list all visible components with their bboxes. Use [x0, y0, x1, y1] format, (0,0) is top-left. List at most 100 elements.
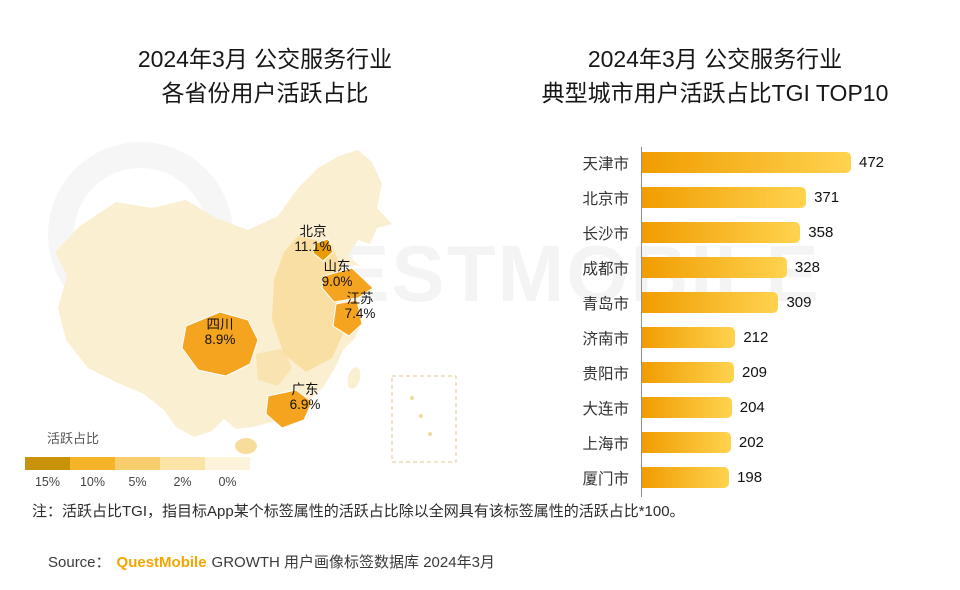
- note-text: 注：活跃占比TGI，指目标App某个标签属性的活跃占比除以全网具有该标签属性的活…: [32, 503, 685, 520]
- bar: [641, 292, 779, 313]
- source-line: Source： QuestMobile GROWTH 用户画像标签数据库 2024年…: [48, 551, 495, 572]
- bar-value-label: 202: [738, 434, 764, 451]
- bar-value-label: 212: [743, 329, 769, 346]
- legend-scale-label: 2%: [173, 475, 192, 489]
- bar-row: 长沙市 358: [520, 222, 944, 243]
- bar-track: 204: [638, 397, 944, 418]
- bar-category-label: 天津市: [582, 155, 629, 173]
- legend-swatch: [160, 457, 205, 470]
- bar-row: 青岛市 309: [520, 292, 944, 313]
- map-region-name: 四川: [206, 317, 234, 332]
- central-band-shape: [272, 236, 344, 372]
- bar-track: 328: [638, 257, 944, 278]
- left-chart-title-line2: 各省份用户活跃占比: [161, 80, 369, 106]
- bar: [641, 187, 807, 208]
- legend-scale-label: 0%: [218, 475, 237, 489]
- source-suffix: GROWTH 用户画像标签数据库 2024年3月: [211, 554, 495, 571]
- bar-value-label: 371: [814, 189, 840, 206]
- taiwan-island: [347, 367, 361, 389]
- map-region-value: 11.1%: [294, 239, 332, 254]
- bar-row: 贵阳市 209: [520, 362, 944, 383]
- map-label: 广东 6.9%: [290, 382, 321, 412]
- bar-value-label: 328: [794, 259, 820, 276]
- region-beijing: [312, 238, 334, 262]
- bar-category-label: 北京市: [582, 190, 629, 208]
- bar-row: 济南市 212: [520, 327, 944, 348]
- map-label: 江苏 7.4%: [345, 291, 376, 321]
- bar: [641, 152, 851, 173]
- map-region-name: 山东: [323, 259, 351, 274]
- tgi-bar-chart: 天津市 472 北京市 371 长沙市 358 成都市 328 青岛市 309 济南市 212 贵阳市 2…: [520, 147, 944, 502]
- china-map: 北京 11.1% 山东 9.0% 江苏 7.4% 四川 8.9% 广东 6.9%: [40, 140, 470, 470]
- bar: [641, 432, 731, 453]
- china-map-svg: [55, 150, 457, 463]
- bar: [641, 362, 734, 383]
- bar-value-label: 358: [808, 224, 834, 241]
- map-region-value: 9.0%: [321, 274, 353, 289]
- legend-stop: 2%: [160, 457, 205, 489]
- map-label: 四川 8.9%: [205, 317, 236, 347]
- source-brand: QuestMobile: [116, 554, 207, 571]
- bar-category-label: 大连市: [582, 400, 629, 418]
- bar-category-label: 上海市: [582, 435, 629, 453]
- bar-track: 202: [638, 432, 944, 453]
- bar-category-label: 济南市: [582, 330, 629, 348]
- legend-stop: 0%: [205, 457, 250, 489]
- bar-category-label: 青岛市: [582, 295, 629, 313]
- bar-chart-axis: [641, 147, 642, 497]
- map-region-value: 7.4%: [344, 306, 376, 321]
- legend-swatch: [25, 457, 70, 470]
- bar-category-label: 成都市: [582, 260, 629, 278]
- bar-category-label: 厦门市: [582, 470, 629, 488]
- bar-category-label: 长沙市: [582, 225, 629, 243]
- bar-track: 358: [638, 222, 944, 243]
- region-jiangsu: [332, 299, 363, 337]
- region-sichuan: [181, 311, 259, 377]
- legend-scale-label: 10%: [79, 475, 106, 489]
- bar-track: 198: [638, 467, 944, 488]
- region-shandong: [321, 267, 374, 303]
- hainan-island: [235, 438, 257, 454]
- legend-swatch: [205, 457, 250, 470]
- legend-stop: 10%: [70, 457, 115, 489]
- legend-swatch: [115, 457, 160, 470]
- left-chart-title-line1: 2024年3月 公交服务行业: [137, 46, 393, 72]
- map-region-value: 8.9%: [204, 332, 236, 347]
- bar-track: 212: [638, 327, 944, 348]
- legend-stop: 5%: [115, 457, 160, 489]
- bar-track: 371: [638, 187, 944, 208]
- map-label: 北京 11.1%: [294, 224, 331, 254]
- bar-value-label: 198: [737, 469, 763, 486]
- bar-row: 上海市 202: [520, 432, 944, 453]
- region-guangdong: [265, 389, 313, 429]
- left-chart-title: 2024年3月 公交服务行业 各省份用户活跃占比: [40, 42, 490, 110]
- bar-row: 厦门市 198: [520, 467, 944, 488]
- right-chart-title-line2: 典型城市用户活跃占比TGI TOP10: [541, 80, 889, 106]
- bar-value-label: 472: [859, 154, 885, 171]
- map-label: 山东 9.0%: [322, 259, 353, 289]
- legend-scale-label: 5%: [128, 475, 147, 489]
- bar: [641, 327, 736, 348]
- right-chart-title-line1: 2024年3月 公交服务行业: [587, 46, 843, 72]
- bar: [641, 397, 732, 418]
- guizhou-band-shape: [256, 348, 292, 386]
- source-prefix: Source：: [48, 554, 111, 571]
- bar-track: 309: [638, 292, 944, 313]
- bar-row: 天津市 472: [520, 152, 944, 173]
- bar-row: 北京市 371: [520, 187, 944, 208]
- legend-swatch: [70, 457, 115, 470]
- legend-stop: 15%: [25, 457, 70, 489]
- bar-chart-rows: 天津市 472 北京市 371 长沙市 358 成都市 328 青岛市 309 济南市 212 贵阳市 2…: [520, 147, 944, 497]
- bar-value-label: 204: [739, 399, 765, 416]
- bar-row: 大连市 204: [520, 397, 944, 418]
- map-region-name: 北京: [299, 224, 327, 239]
- legend-scale-label: 15%: [34, 475, 61, 489]
- bar: [641, 222, 801, 243]
- map-region-value: 6.9%: [289, 397, 321, 412]
- map-region-name: 江苏: [346, 291, 374, 306]
- bar-track: 209: [638, 362, 944, 383]
- map-legend-title: 活跃占比: [47, 431, 100, 446]
- bar-track: 472: [638, 152, 944, 173]
- bar-row: 成都市 328: [520, 257, 944, 278]
